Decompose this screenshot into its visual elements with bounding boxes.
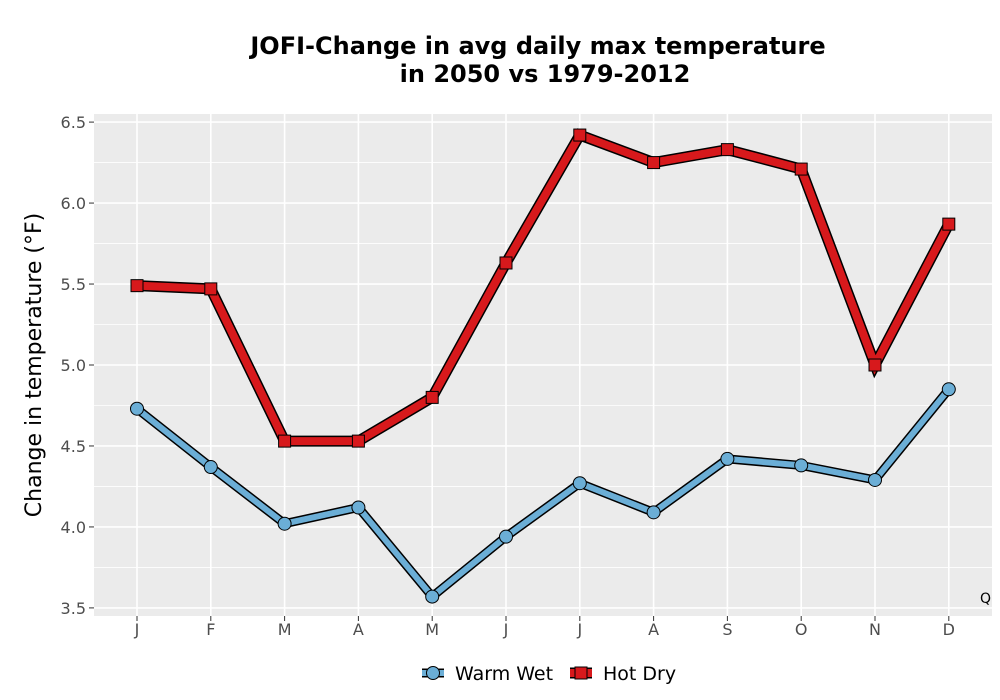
- data-point: [425, 589, 440, 604]
- y-tick-label: 4.0: [61, 518, 86, 537]
- x-tick-label: F: [206, 620, 215, 639]
- data-point: [425, 390, 439, 404]
- data-point: [572, 476, 587, 491]
- x-tick-label: J: [576, 620, 582, 639]
- data-point: [794, 458, 809, 473]
- y-tick-label: 6.0: [61, 194, 86, 213]
- legend-marker: [426, 666, 440, 680]
- chart-title-line-1: JOFI-Change in avg daily max temperature: [248, 32, 825, 60]
- series-warm-wet: [130, 382, 956, 604]
- data-point: [351, 434, 365, 448]
- data-point: [942, 217, 956, 231]
- x-tick-label: A: [648, 620, 659, 639]
- data-point: [794, 162, 808, 176]
- legend-label: Warm Wet: [455, 663, 553, 685]
- data-point: [941, 382, 956, 397]
- chart-title-line-2: in 2050 vs 1979-2012: [400, 60, 691, 88]
- data-point: [868, 358, 882, 372]
- data-point: [278, 434, 292, 448]
- x-tick-label: J: [134, 620, 140, 639]
- y-tick-label: 5.5: [61, 275, 86, 294]
- legend: Warm Wet Hot Dry: [422, 663, 676, 685]
- data-point: [720, 143, 734, 157]
- x-tick-label: A: [353, 620, 364, 639]
- minor-gridlines: [94, 162, 992, 568]
- data-point: [868, 472, 882, 487]
- x-tick-label: M: [425, 620, 439, 639]
- x-tick-label: N: [869, 620, 881, 639]
- data-point: [351, 500, 366, 515]
- series-hot-dry: [130, 128, 956, 448]
- data-point: [647, 156, 661, 170]
- legend-item-hot-dry: Hot Dry: [570, 663, 676, 685]
- y-tick-label: 6.5: [61, 113, 86, 132]
- series-line: [136, 130, 953, 446]
- data-point: [277, 516, 292, 531]
- data-point: [130, 279, 144, 293]
- x-tick-label: O: [795, 620, 808, 639]
- x-tick-label: S: [722, 620, 732, 639]
- chart-annotation: Q: [980, 591, 991, 607]
- x-tick-label: D: [943, 620, 955, 639]
- series-line: [135, 387, 952, 601]
- data-point: [646, 505, 661, 520]
- y-tick-label: 4.5: [61, 437, 86, 456]
- x-tick-label: J: [503, 620, 509, 639]
- data-point: [204, 282, 218, 296]
- legend-item-warm-wet: Warm Wet: [422, 663, 553, 685]
- data-point: [573, 128, 587, 142]
- data-point: [720, 451, 735, 466]
- y-axis-label: Change in temperature (°F): [22, 213, 47, 517]
- legend-label: Hot Dry: [603, 663, 676, 685]
- data-point: [130, 401, 144, 416]
- y-tick-label: 5.0: [61, 356, 86, 375]
- legend-marker: [574, 666, 588, 680]
- y-axis: 3.5 4.0 4.5 5.0 5.5 6.0 6.5: [61, 113, 94, 618]
- y-tick-label: 3.5: [61, 599, 86, 618]
- data-point: [203, 460, 218, 475]
- series-layer: [130, 128, 956, 604]
- x-tick-label: M: [278, 620, 292, 639]
- data-point: [499, 529, 513, 544]
- data-point: [499, 256, 513, 270]
